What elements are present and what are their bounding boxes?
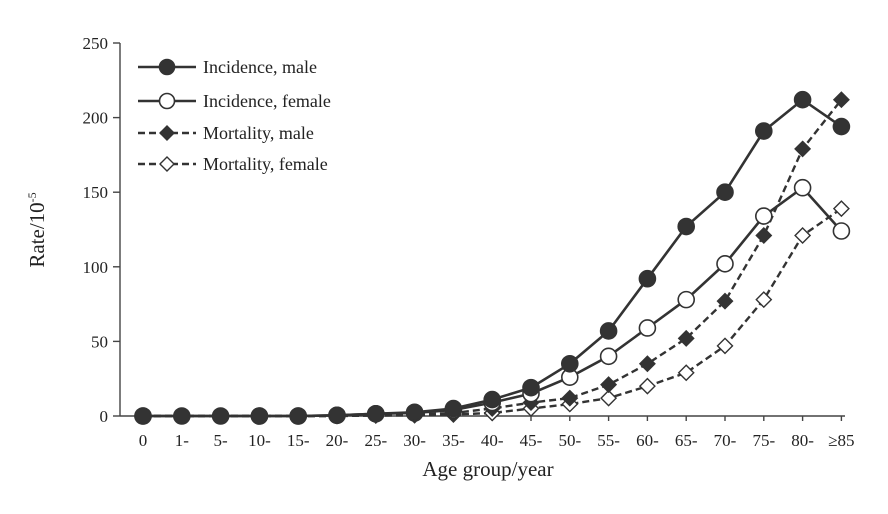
data-point	[794, 226, 812, 244]
data-point	[134, 407, 152, 425]
x-tick-label: 60-	[636, 431, 659, 450]
x-tick-label: 10-	[248, 431, 271, 450]
series-incidence-male	[134, 90, 851, 425]
data-point	[638, 377, 656, 395]
data-point	[366, 404, 385, 423]
data-point	[444, 399, 463, 418]
legend-entry: Incidence, male	[138, 57, 317, 77]
x-tick-label: 80-	[791, 431, 814, 450]
data-point	[794, 140, 812, 158]
series-line	[143, 98, 843, 418]
data-point	[677, 329, 695, 347]
series-layer	[134, 90, 851, 425]
data-point	[600, 376, 618, 394]
y-tick-label: 250	[83, 34, 109, 53]
legend-label: Incidence, female	[203, 91, 331, 111]
y-tick-label: 0	[100, 407, 109, 426]
y-axis-title-main: Rate/10	[25, 202, 49, 267]
legend-marker	[158, 92, 176, 110]
data-point	[250, 407, 269, 425]
data-point	[754, 122, 773, 140]
series-incidence-female	[134, 178, 851, 425]
data-point	[832, 117, 851, 136]
y-tick-label: 100	[83, 258, 109, 277]
legend-marker	[159, 156, 175, 172]
y-axis-title-superscript: -5	[25, 192, 39, 202]
data-point	[677, 364, 695, 382]
legend-label: Mortality, female	[203, 154, 328, 174]
x-tick-label: 65-	[675, 431, 698, 450]
data-point	[832, 222, 851, 240]
x-tick-label: 20-	[326, 431, 349, 450]
x-tick-label: 75-	[752, 431, 775, 450]
data-point	[716, 183, 734, 201]
legend: Incidence, male Incidence, female Mortalit…	[138, 57, 331, 174]
x-tick-label: 30-	[403, 431, 426, 450]
x-tick-label: 45-	[520, 431, 543, 450]
data-point	[638, 269, 657, 288]
data-point	[832, 91, 850, 109]
x-tick-label: 15-	[287, 431, 310, 450]
legend-label: Incidence, male	[203, 57, 317, 77]
legend-entry: Mortality, female	[138, 154, 328, 174]
data-point	[793, 90, 812, 109]
data-point	[211, 407, 230, 425]
data-point	[755, 291, 773, 309]
data-point	[599, 322, 618, 340]
data-point	[716, 292, 734, 310]
data-point	[638, 319, 657, 337]
legend-marker	[159, 125, 175, 141]
x-tick-label: 55-	[597, 431, 620, 450]
x-tick-label: 40-	[481, 431, 504, 450]
y-ticks: 0 50 100 150 200 250	[83, 34, 120, 426]
y-axis-title: Rate/10-5	[25, 192, 49, 267]
data-point	[522, 378, 540, 397]
data-point	[716, 337, 734, 355]
series-mortality-female	[134, 200, 850, 425]
x-tick-label: 70-	[714, 431, 737, 450]
data-point	[677, 290, 696, 309]
y-tick-label: 200	[83, 109, 109, 128]
x-tick-label: 50-	[558, 431, 581, 450]
data-point	[561, 389, 579, 407]
x-tick-label: 0	[139, 431, 148, 450]
data-point	[599, 347, 618, 366]
data-point	[832, 200, 850, 218]
data-point	[755, 226, 773, 244]
x-axis-title: Age group/year	[422, 457, 553, 481]
x-ticks: 0 1- 5- 10- 15- 20- 25- 30- 35- 40- 45- 50- 55- 60- 65…	[139, 416, 855, 450]
data-point	[483, 390, 502, 409]
x-tick-label: 1-	[175, 431, 190, 450]
data-point	[405, 403, 424, 422]
data-point	[173, 407, 191, 425]
legend-marker	[158, 58, 176, 76]
series-line	[143, 98, 843, 418]
y-tick-label: 150	[83, 183, 109, 202]
legend-entry: Mortality, male	[138, 123, 314, 143]
data-point	[328, 406, 346, 425]
data-point	[716, 255, 734, 273]
legend-label: Mortality, male	[203, 123, 314, 143]
data-point	[638, 355, 656, 373]
x-tick-label: 35-	[442, 431, 465, 450]
data-point	[754, 207, 773, 225]
data-point	[600, 389, 618, 407]
x-tick-label: 25-	[364, 431, 387, 450]
y-tick-label: 50	[91, 332, 108, 351]
x-tick-label: 5-	[214, 431, 229, 450]
series-line	[143, 207, 843, 418]
data-point	[677, 217, 696, 236]
x-tick-label: ≥85	[828, 431, 854, 450]
data-point	[289, 407, 308, 425]
legend-entry: Incidence, female	[138, 91, 331, 111]
series-line	[143, 185, 843, 418]
data-point	[560, 354, 579, 373]
data-point	[793, 178, 812, 197]
